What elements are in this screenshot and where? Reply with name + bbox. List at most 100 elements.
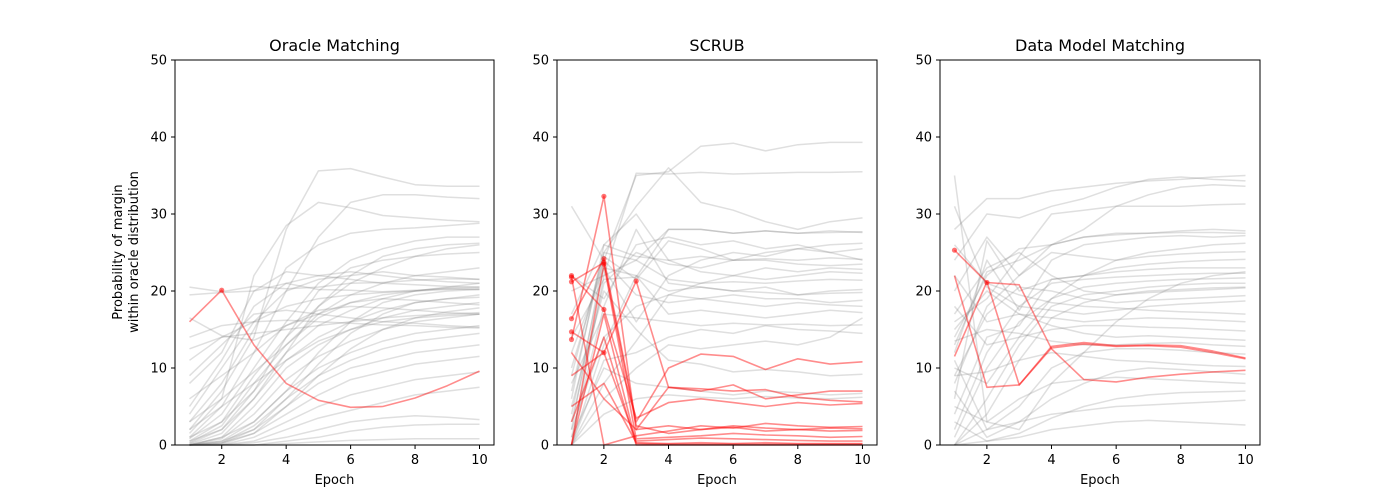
data-model-matching-grey-series-line [953,174,1246,230]
scrub-y-tick-label: 40 [532,131,549,146]
scrub-red-series-marker [568,316,575,322]
oracle-matching-grey-series-line [189,286,480,342]
oracle-matching-y-tick-label: 50 [150,54,167,69]
oracle-matching-x-tick-label: 2 [218,453,226,468]
scrub-grey-series-line [570,213,863,315]
scrub-grey-series-line [570,251,863,423]
data-model-matching-grey-series-line [954,390,1246,442]
data-model-matching-y-tick-label: 30 [915,208,932,223]
scrub-grey-series-line [570,313,863,384]
scrub-red-series-line [571,261,863,435]
scrub-x-tick-label: 4 [664,453,672,468]
data-model-matching-title: Data Model Matching [1015,36,1185,55]
scrub-grey-series-line [570,290,863,407]
data-model-matching-grey-series-line [953,250,1246,384]
scrub-red-series-line [570,263,863,446]
data-model-matching-axes-frame [939,59,1261,446]
data-model-matching-grey-series-line [953,275,1246,323]
scrub-y-tick-label: 0 [541,439,549,454]
data-model-matching-grey-series-line [953,206,1246,315]
oracle-matching-grey-series-line [189,297,480,423]
scrub-red-series-marker [633,278,639,284]
data-model-matching-x-tick-label: 6 [1112,453,1120,468]
scrub-grey-series-line [570,242,863,415]
scrub-grey-series-line [570,251,863,376]
oracle-matching-grey-series-line [189,242,480,442]
scrub-red-series-line [571,280,863,403]
oracle-matching-axes-frame [174,59,495,446]
oracle-matching-grey-series-line [188,201,480,434]
scrub-y-tick-label: 20 [532,285,549,300]
oracle-matching-x-tick-label: 6 [346,453,354,468]
y-axis-label-line-1: Probability of margin [111,184,126,319]
oracle-matching-grey-series-line [189,301,480,446]
data-model-matching-grey-series-line [953,305,1246,346]
oracle-matching-x-axis-label: Epoch [315,473,355,488]
oracle-matching-grey-series-line [189,282,480,296]
oracle-matching-grey-series-line [189,355,480,446]
oracle-matching-grey-series-line [189,251,480,438]
scrub-grey-series-line [570,259,863,369]
data-model-matching-red-series-line [953,249,1246,383]
data-model-matching-grey-series-line [953,175,1246,431]
oracle-matching-grey-series-line [189,371,480,446]
data-model-matching-grey-series-line [953,348,1246,431]
scrub-axes-frame [556,59,878,446]
oracle-matching-grey-series-line [189,282,480,445]
scrub-y-tick-label: 10 [532,362,549,377]
oracle-matching-grey-series-line [188,194,480,438]
oracle-matching-grey-series-line [189,414,480,446]
scrub-grey-series-line [570,324,863,446]
oracle-matching-grey-series-line [189,287,480,361]
data-model-matching-grey-series-line [953,244,1246,315]
scrub-grey-series-line [570,244,863,399]
scrub-grey-series-line [570,294,863,430]
scrub-red-series-marker [601,193,607,199]
oracle-matching-y-tick-label: 10 [150,362,167,377]
data-model-matching-x-tick-label: 4 [1047,453,1055,468]
scrub-red-series-line [570,195,863,431]
scrub-grey-series-line [570,228,863,438]
data-model-matching-grey-series-line [953,282,1246,446]
oracle-matching-grey-series-line [189,319,480,338]
data-model-matching-red-series-marker [984,279,990,286]
data-model-matching-grey-series-line [954,242,1246,385]
oracle-matching-grey-series-line [189,386,480,446]
data-model-matching-red-series-marker [951,247,958,253]
data-model-matching-x-tick-label: 10 [1237,453,1254,468]
data-model-matching-red-series-line [953,280,1246,386]
data-model-matching-y-tick-label: 50 [915,54,932,69]
data-model-matching-grey-series-line [953,290,1246,342]
scrub-grey-series-line [571,170,863,292]
scrub-grey-series-line [570,240,863,430]
oracle-matching-grey-series-line [189,313,480,431]
scrub-red-series-marker [568,329,575,335]
data-model-matching-grey-series-line [953,267,1246,415]
scrub-grey-series-line [570,141,863,261]
oracle-matching-grey-series-line [189,344,480,446]
oracle-matching-grey-series-line [189,305,480,400]
data-model-matching-grey-series-line [954,419,1246,446]
oracle-matching-red-series-line [188,289,480,409]
oracle-matching-grey-series-line [189,288,480,446]
oracle-matching-grey-series-line [188,271,480,384]
scrub-red-series-marker [568,279,575,285]
data-model-matching-grey-series-line [953,231,1246,346]
scrub-y-tick-label: 50 [532,54,549,69]
oracle-matching-y-tick-label: 0 [159,439,167,454]
data-model-matching-panel: 2 4 6 8 10 0 10 20 30 40 50 Data Model Matching Epoc… [915,36,1261,488]
oracle-matching-grey-series-line [189,324,480,446]
data-model-matching-red-series-line [953,275,1246,389]
oracle-matching-grey-series-line [189,332,480,446]
scrub-grey-series-line [570,228,863,338]
scrub-grey-series-line [570,228,863,446]
data-model-matching-x-tick-label: 8 [1177,453,1185,468]
oracle-matching-y-tick-label: 30 [150,208,167,223]
scrub-red-series-marker [601,306,607,313]
scrub-x-tick-label: 6 [729,453,737,468]
scrub-grey-series-line [570,167,863,392]
oracle-matching-x-tick-label: 4 [282,453,290,468]
scrub-y-tick-label: 30 [532,208,549,223]
scrub-red-series-marker [601,350,607,356]
